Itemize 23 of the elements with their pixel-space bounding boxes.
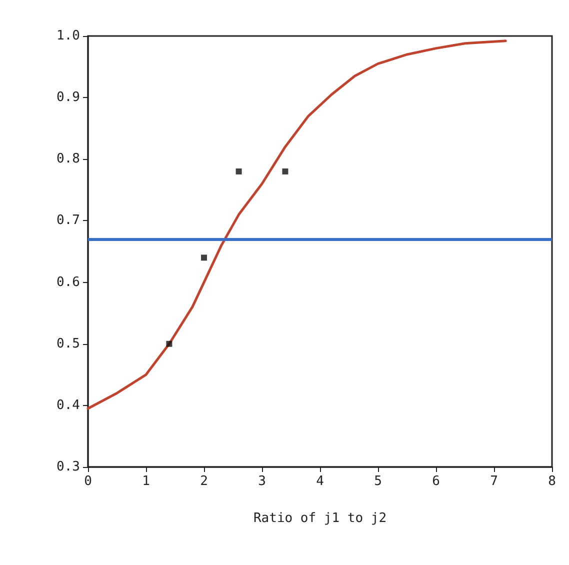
y-tick-label: 0.7	[56, 213, 80, 228]
y-tick-label: 0.4	[56, 398, 80, 413]
point	[236, 168, 242, 174]
y-tick-label: 1.0	[56, 28, 80, 44]
y-tick-label: 0.8	[56, 152, 80, 167]
x-tick-label: 3	[258, 474, 266, 489]
y-tick-label: 0.3	[56, 460, 80, 474]
x-tick-label: 6	[432, 474, 440, 489]
x-tick-label: 1	[142, 474, 150, 489]
x-tick-label: 0	[84, 474, 92, 489]
x-tick-label: 2	[200, 474, 208, 489]
point	[282, 168, 288, 174]
x-tick-label: 7	[490, 474, 498, 489]
x-tick-label: 8	[548, 474, 556, 489]
y-tick-label: 0.5	[56, 336, 80, 352]
point	[166, 340, 172, 347]
line-series	[86, 40, 507, 410]
y-tick-label: 0.6	[56, 274, 80, 290]
point	[201, 254, 207, 261]
y-tick-label: 0.9	[56, 90, 80, 106]
x-tick-label: 5	[374, 474, 382, 489]
x-tick-label: 4	[316, 474, 324, 489]
x-axis-title: Ratio of j1 to j2	[253, 511, 387, 526]
